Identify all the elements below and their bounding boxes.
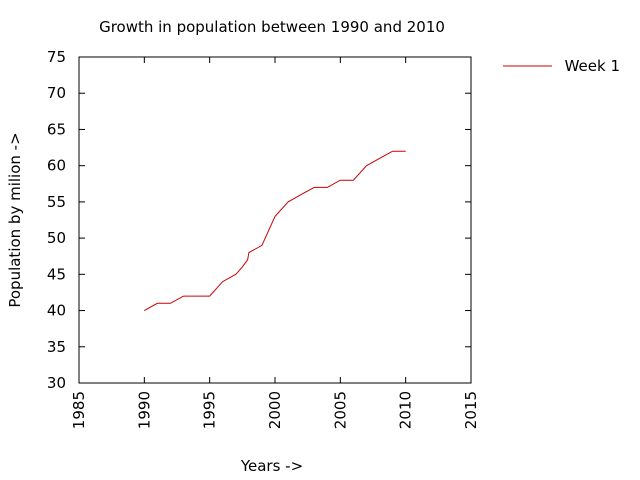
legend-label-week-1: Week 1 — [565, 57, 620, 75]
x-tick-label: 1985 — [70, 391, 88, 429]
y-tick-label: 50 — [47, 229, 66, 247]
x-tick-label: 2000 — [266, 391, 284, 429]
x-tick-label: 2010 — [397, 391, 415, 429]
x-tick-label: 2015 — [462, 391, 480, 429]
x-tick-label: 2005 — [331, 391, 349, 429]
x-axis-label: Years -> — [240, 457, 303, 475]
x-axis: 1985 1990 1995 2000 2005 2010 2015 — [70, 57, 480, 429]
x-tick-label: 1995 — [201, 391, 219, 429]
series-line-week-1 — [144, 150, 406, 312]
y-tick-label: 55 — [47, 193, 66, 211]
y-tick-label: 60 — [47, 157, 66, 175]
y-tick-label: 30 — [47, 374, 66, 392]
y-axis: 30 35 40 45 50 55 60 65 70 75 — [47, 48, 471, 392]
y-tick-label: 75 — [47, 48, 66, 66]
y-tick-label: 45 — [47, 265, 66, 283]
x-tick-label: 1990 — [135, 391, 153, 429]
y-tick-label: 35 — [47, 338, 66, 356]
y-tick-label: 65 — [47, 120, 66, 138]
plot-frame — [78, 56, 472, 384]
y-axis-label: Population by milion -> — [6, 132, 24, 307]
chart-title: Growth in population between 1990 and 20… — [99, 18, 445, 36]
y-tick-label: 70 — [47, 84, 66, 102]
y-tick-label: 40 — [47, 302, 66, 320]
legend: Week 1 — [503, 57, 620, 75]
